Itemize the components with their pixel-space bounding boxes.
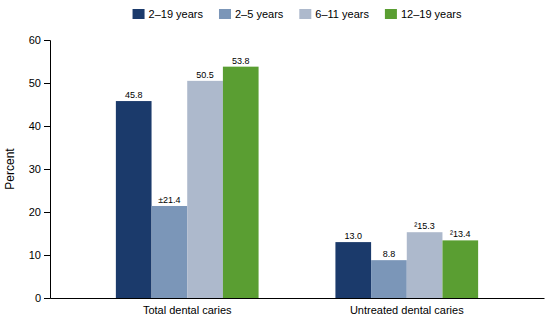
y-tick: 40 (29, 120, 50, 132)
y-tick: 0 (35, 292, 50, 304)
y-tick-label: 50 (29, 77, 41, 89)
plot-area: 45.8 13.0 ±21.4 8.8 50.5 ²15.3 53.8 ²13.4 0 10 20 3… (29, 34, 545, 316)
data-label: 50.5 (196, 70, 214, 80)
y-tick: 60 (29, 34, 50, 46)
y-tick: 30 (29, 163, 50, 175)
y-tick-mark (44, 169, 50, 170)
bar (371, 260, 407, 298)
y-tick: 20 (29, 206, 50, 218)
legend: 2–19 years 2–5 years 6–11 years 12–19 years (133, 8, 462, 20)
legend-swatch (219, 9, 231, 19)
x-tick-label: Untreated dental caries (350, 304, 464, 316)
legend-label: 12–19 years (401, 8, 462, 20)
bar (187, 81, 223, 298)
y-tick-label: 10 (29, 249, 41, 261)
legend-label: 6–11 years (315, 8, 369, 20)
y-axis-line (44, 41, 51, 299)
y-tick-mark (44, 83, 50, 84)
legend-item: 2–5 years (219, 8, 284, 20)
y-tick-label: 0 (35, 292, 41, 304)
data-label: ²13.4 (450, 229, 471, 239)
legend-swatch (299, 9, 311, 19)
legend-label: 2–19 years (149, 8, 204, 20)
y-tick-label: 20 (29, 206, 41, 218)
x-axis: Total dental caries Untreated dental cari… (51, 299, 545, 316)
bar (223, 67, 259, 298)
legend-swatch (133, 9, 145, 19)
bar (152, 206, 188, 298)
x-tick: Untreated dental caries (350, 304, 464, 316)
y-tick-mark (44, 40, 50, 41)
data-label: 8.8 (383, 249, 396, 259)
y-tick: 50 (29, 77, 50, 89)
y-tick-mark (44, 298, 50, 299)
chart: 45.8 13.0 ±21.4 8.8 50.5 ²15.3 53.8 ²13.4 0 10 20 3… (0, 0, 560, 328)
x-tick: Total dental caries (143, 304, 232, 316)
data-label: 13.0 (344, 231, 362, 241)
y-tick-mark (44, 212, 50, 213)
y-tick-label: 60 (29, 34, 41, 46)
bar (335, 242, 371, 298)
data-labels: 45.8 13.0 ±21.4 8.8 50.5 ²15.3 53.8 ²13.4 (125, 56, 471, 260)
legend-swatch (385, 9, 397, 19)
legend-item: 6–11 years (299, 8, 369, 20)
legend-item: 12–19 years (385, 8, 462, 20)
legend-label: 2–5 years (235, 8, 284, 20)
data-label: ±21.4 (158, 195, 180, 205)
bar (407, 232, 443, 298)
y-tick-label: 40 (29, 120, 41, 132)
data-label: 53.8 (232, 56, 250, 66)
y-tick-mark (44, 255, 50, 256)
y-tick-mark (44, 126, 50, 127)
x-axis-line (51, 298, 545, 299)
x-tick-label: Total dental caries (143, 304, 232, 316)
y-axis: 0 10 20 30 40 50 60 (29, 34, 51, 304)
bar (116, 101, 152, 298)
bars (116, 67, 478, 298)
bar (442, 240, 478, 298)
y-tick-label: 30 (29, 163, 41, 175)
data-label: 45.8 (125, 90, 143, 100)
y-tick: 10 (29, 249, 50, 261)
data-label: ²15.3 (414, 221, 435, 231)
legend-item: 2–19 years (133, 8, 204, 20)
y-axis-title: Percent (3, 148, 17, 190)
